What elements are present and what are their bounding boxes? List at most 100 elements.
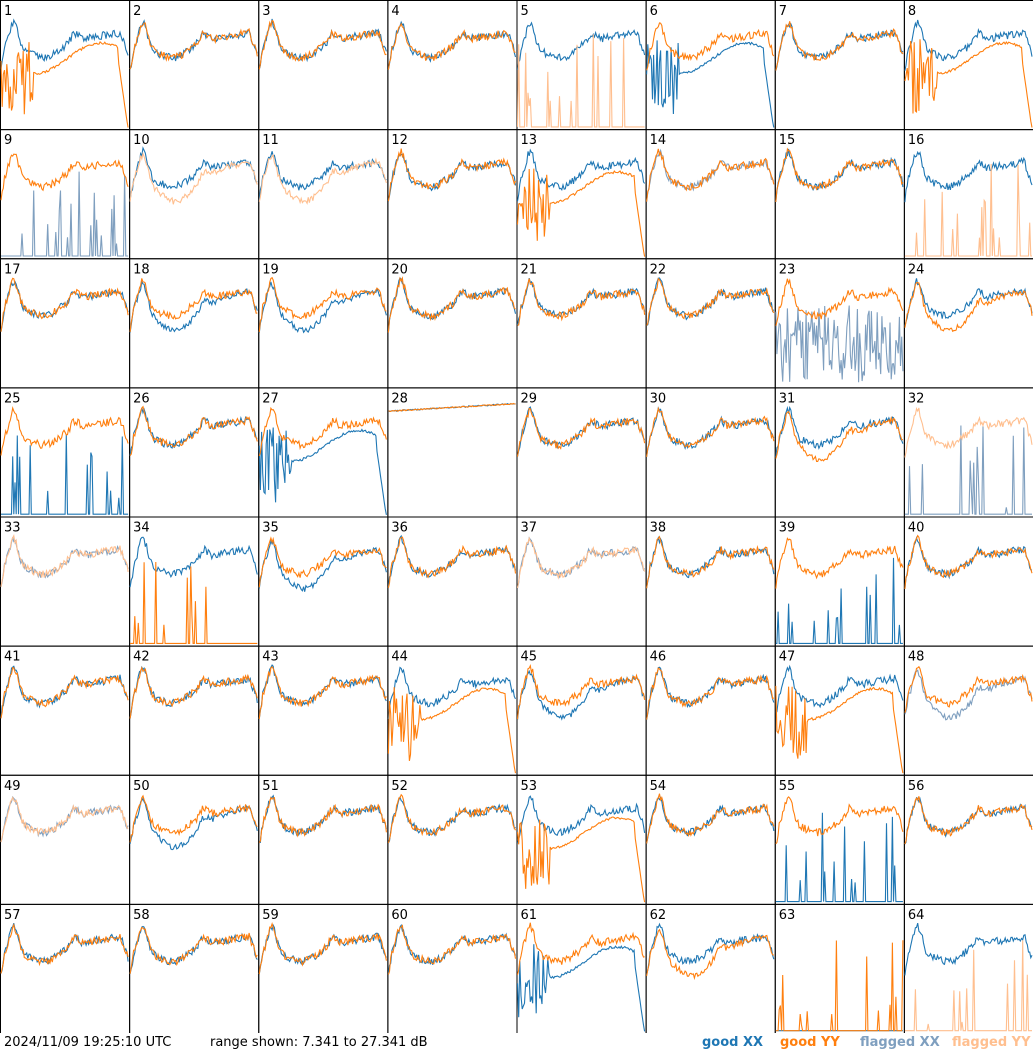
series-xx-50 [129,796,258,851]
panel-18: 18 [129,258,260,389]
panel-label: 32 [908,391,925,406]
panel-11: 11 [258,129,389,260]
series-yy-63 [775,940,904,1032]
series-xx-47 [775,664,904,713]
series-yy-35 [258,536,387,588]
series-yy-27 [258,406,387,457]
series-yy-55 [775,796,904,845]
panel-47: 47 [774,645,905,776]
series-yy-57 [0,923,129,974]
series-xx-9 [1,171,129,257]
panel-border [0,258,131,389]
panel-border [903,645,1033,776]
panel-16: 16 [903,129,1033,260]
panel-46: 46 [645,645,776,776]
footer-bar: 2024/11/09 19:25:10 UTC range shown: 7.3… [0,1033,1033,1053]
panel-border [903,903,1033,1033]
panel-border [903,516,1033,647]
panel-border [258,645,389,776]
panel-23: 23 [774,258,905,389]
panel-border [129,774,260,905]
panel-label: 55 [779,779,796,794]
panel-label: 25 [4,391,21,406]
series-yy-36 [387,536,517,588]
series-yy-32 [904,407,1033,458]
panel-52: 52 [387,774,518,905]
series-xx-15 [775,148,904,202]
panel-label: 37 [521,521,538,536]
panel-30: 30 [645,387,776,518]
legend-flagged-xx: flagged XX [860,1035,940,1050]
panel-24: 24 [903,258,1033,389]
panel-2: 2 [129,0,260,131]
panel-border [129,258,260,389]
panel-border [0,0,131,131]
panel-42: 42 [129,645,260,776]
panel-7: 7 [774,0,905,131]
panel-19: 19 [258,258,389,389]
panel-label: 6 [650,4,658,19]
panel-label: 11 [262,133,279,148]
series-yy-26 [129,405,258,457]
panel-label: 27 [262,391,279,406]
series-yy-60 [387,924,517,975]
panel-label: 50 [133,779,150,794]
series-xx-41 [0,665,129,719]
panel-label: 35 [262,521,279,536]
panel-border [774,129,905,260]
series-xx-19 [258,281,387,334]
panel-label: 52 [391,779,408,794]
series-yy-59 [258,921,387,975]
panel-border [0,774,131,905]
series-yy-16 [904,163,1032,257]
series-xx-16 [904,150,1033,203]
panel-57: 57 [0,903,131,1033]
panel-border [774,0,905,131]
panel-border [258,258,389,389]
series-xx-35 [258,539,387,592]
panel-54: 54 [645,774,776,905]
series-yy-28 [388,402,516,412]
timestamp: 2024/11/09 19:25:10 UTC [4,1035,172,1050]
panel-border [129,645,260,776]
series-yy-1 [0,41,129,128]
panel-label: 42 [133,650,150,665]
panel-border [0,516,131,647]
panel-12: 12 [387,129,518,260]
panel-border [129,0,260,131]
series-yy-3 [258,19,387,70]
series-xx-2 [129,19,258,70]
panel-label: 16 [908,133,925,148]
panel-label: 20 [391,262,408,277]
panel-label: 33 [4,521,21,536]
series-xx-39 [775,557,903,644]
panel-border [645,258,776,389]
panel-label: 22 [650,262,667,277]
series-xx-25 [1,434,129,515]
panel-label: 48 [908,650,925,665]
panel-label: 4 [391,4,399,19]
series-yy-19 [258,276,387,333]
panel-label: 23 [779,262,796,277]
series-xx-43 [258,664,387,719]
legend-good-xx: good XX [702,1035,764,1050]
series-yy-29 [516,407,646,457]
series-yy-8 [904,39,1033,128]
series-xx-59 [258,923,387,975]
series-xx-44 [387,666,516,720]
legend-good-yy: good YY [780,1035,840,1050]
series-xx-1 [0,18,129,69]
panel-60: 60 [387,903,518,1033]
series-xx-57 [0,923,129,974]
panel-61: 61 [516,903,647,1033]
panel-border [645,903,776,1033]
series-xx-53 [516,795,646,844]
series-xx-31 [775,405,904,458]
panel-border [774,903,905,1033]
panel-label: 62 [650,908,667,923]
panel-border [387,516,518,647]
series-xx-24 [904,278,1033,327]
panel-55: 55 [774,774,905,905]
panel-17: 17 [0,258,131,389]
series-yy-45 [516,664,646,720]
